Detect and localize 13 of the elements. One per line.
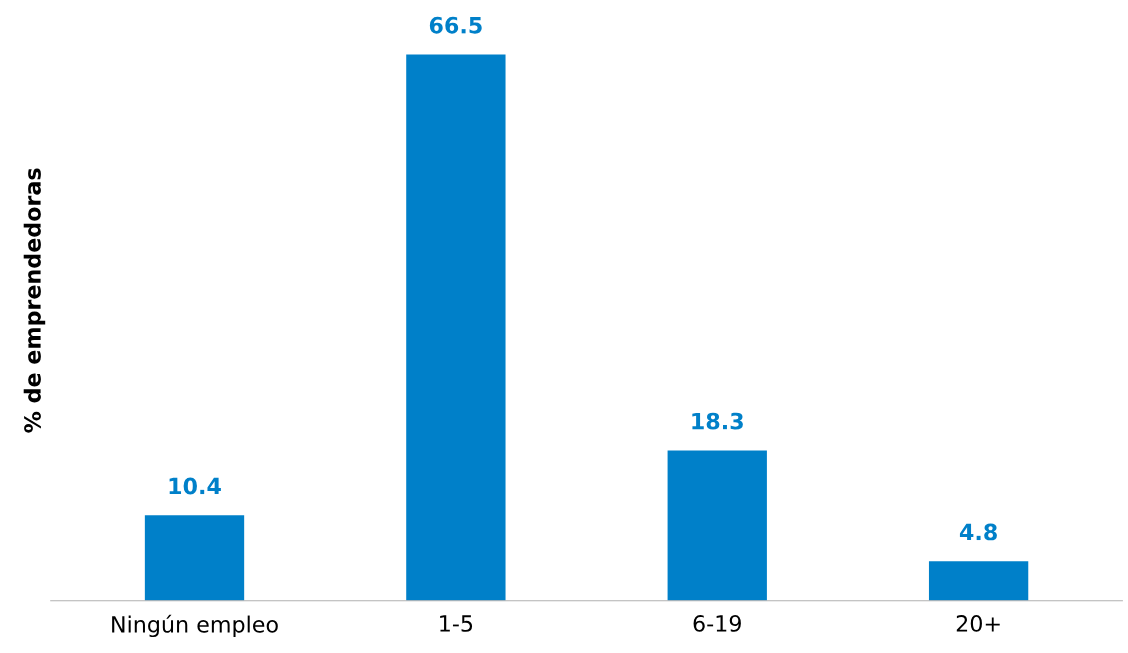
x-tick-label: 6-19 — [693, 615, 741, 632]
data-label: 10.4 — [169, 477, 221, 495]
data-label: 18.3 — [692, 412, 743, 430]
data-label: 4.8 — [959, 523, 997, 541]
bar — [928, 561, 1029, 601]
data-label: 66.5 — [429, 16, 482, 34]
bar — [144, 515, 245, 601]
x-tick-label: 20+ — [956, 615, 1000, 632]
x-tick-label: 1-5 — [440, 615, 473, 632]
y-axis-title: % de emprendedoras — [23, 168, 46, 433]
bar — [667, 450, 767, 601]
x-tick-label: Ningún empleo — [112, 614, 278, 638]
bar — [406, 54, 506, 601]
